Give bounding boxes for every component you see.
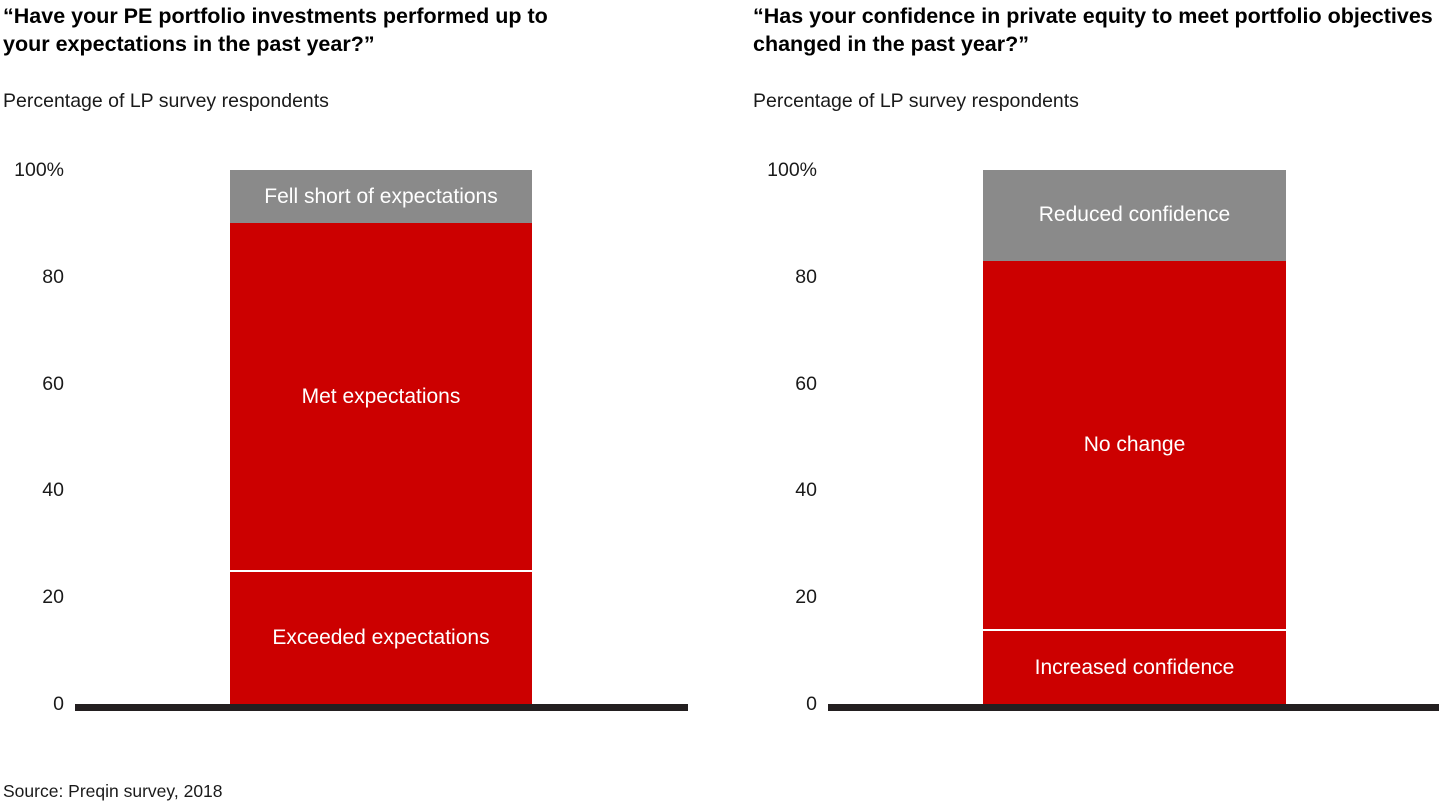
chart-pe-confidence-change: “Has your confidence in private equity t… [720,0,1440,810]
x-axis-line [828,704,1439,711]
y-axis-tick-label: 40 [795,479,817,502]
y-axis-tick-label: 0 [53,693,64,715]
y-axis-tick-label: 100% [767,159,817,181]
y-axis-tick-label: 0 [806,693,817,715]
y-axis-tick-label: 80 [795,265,817,288]
chart-pe-performance-expectations: “Have your PE portfolio investments perf… [0,4,688,715]
chart-subtitle: Percentage of LP survey respondents [753,90,1079,112]
x-axis-line [75,704,688,711]
chart-subtitle: Percentage of LP survey respondents [3,90,329,112]
bar-segment: Met expectations [230,223,532,571]
y-axis: 0 20 40 60 80 100% [753,159,817,715]
chart-title: “Have your PE portfolio investments perf… [3,4,548,56]
bar-segment: Exceeded expectations [230,570,532,704]
stacked-bar: Reduced confidence No change Increased con… [983,170,1286,704]
bar-segment: No change [983,260,1286,630]
bar-segment-label: Reduced confidence [1038,203,1231,227]
y-axis-tick-label: 40 [42,479,64,502]
chart-title: “Has your confidence in private equity t… [753,4,1433,56]
y-axis-tick-label: 60 [42,372,64,395]
y-axis-tick-label: 80 [42,265,64,288]
y-axis: 0 20 40 60 80 100% [0,159,64,715]
source-note: Source: Preqin survey, 2018 [3,781,223,801]
bar-segment-label: Increased confidence [1034,655,1235,679]
bar-segment-label: Met expectations [301,384,461,408]
y-axis-tick-label: 20 [42,586,64,609]
bar-segment: Increased confidence [983,629,1286,704]
bar-segment: Fell short of expectations [230,170,532,224]
y-axis-tick-label: 60 [795,372,817,395]
bar-segment-label: No change [1083,432,1186,456]
y-axis-tick-label: 20 [795,586,817,609]
bar-segment: Reduced confidence [983,170,1286,261]
stacked-bar: Fell short of expectations Met expectatio… [230,170,532,704]
y-axis-tick-label: 100% [14,159,64,181]
bar-segment-label: Exceeded expectations [272,626,490,650]
bar-segment-label: Fell short of expectations [264,184,498,208]
